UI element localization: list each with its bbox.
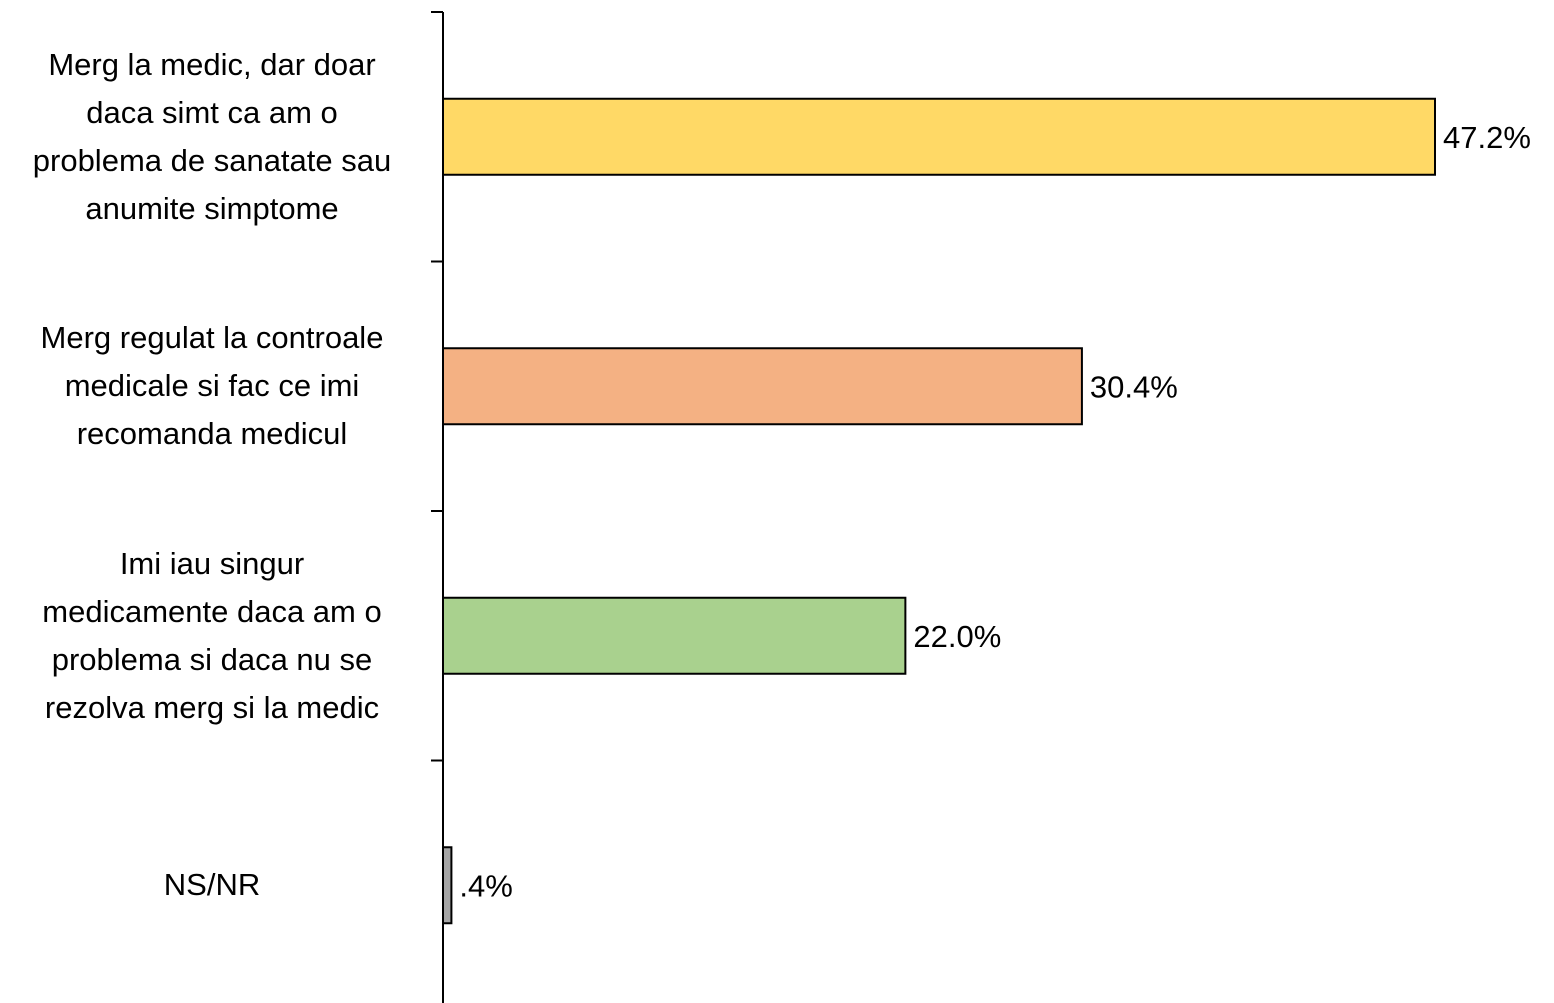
category-label-line: Merg la medic, dar doar <box>48 46 376 82</box>
data-label: 30.4% <box>1090 369 1178 404</box>
category-label-line: Merg regulat la controale <box>40 320 384 356</box>
category-label: Merg regulat la controale medicale si fac… <box>2 314 422 458</box>
category-label: Merg la medic, dar doar daca simt ca am o… <box>2 41 422 233</box>
category-label: NS/NR <box>2 861 422 909</box>
bar <box>442 97 1436 176</box>
category-label-line: medicale si fac ce imi <box>64 368 360 404</box>
data-label: .4% <box>459 868 512 903</box>
category-label-line: problema si daca nu se <box>51 641 373 677</box>
bar <box>442 846 453 925</box>
data-label: 47.2% <box>1443 120 1531 155</box>
category-label-line: NS/NR <box>163 867 261 903</box>
category-label-line: medicamente daca am o <box>42 593 382 629</box>
category-label-line: rezolva merg si la medic <box>44 689 380 725</box>
category-label-line: problema de sanatate sau <box>32 142 392 178</box>
category-label-line: daca simt ca am o <box>86 94 338 130</box>
category-label-line: anumite simptome <box>85 190 339 226</box>
bar <box>442 347 1083 426</box>
data-label: 22.0% <box>913 619 1001 654</box>
category-label-line: Imi iau singur <box>119 545 305 581</box>
category-label: Imi iau singur medicamente daca am o probl… <box>2 540 422 732</box>
bar <box>442 596 907 675</box>
category-label-line: recomanda medicul <box>76 416 348 452</box>
